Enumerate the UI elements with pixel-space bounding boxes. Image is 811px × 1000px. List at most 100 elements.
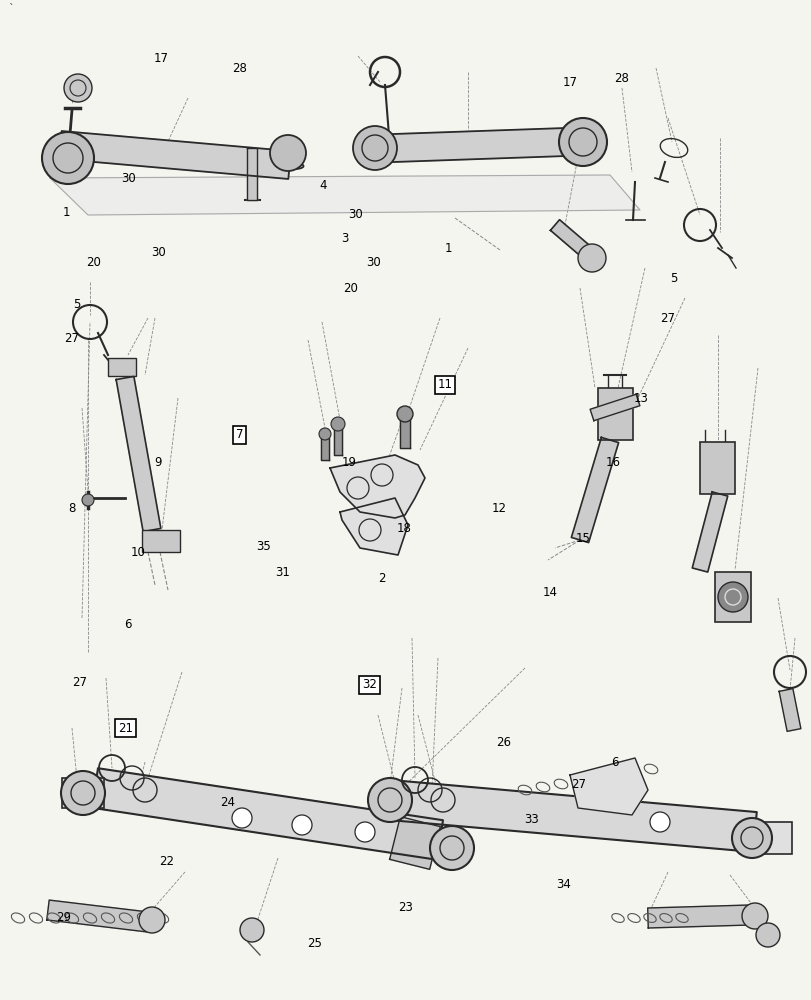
- Circle shape: [232, 808, 251, 828]
- Bar: [62, 778, 104, 808]
- Text: 14: 14: [543, 585, 557, 598]
- Text: 10: 10: [131, 546, 145, 558]
- Text: 27: 27: [659, 312, 674, 324]
- Text: 17: 17: [562, 76, 577, 89]
- Text: 3: 3: [341, 232, 349, 244]
- Text: 28: 28: [232, 62, 247, 75]
- Circle shape: [397, 406, 413, 422]
- Polygon shape: [371, 127, 587, 163]
- Circle shape: [240, 918, 264, 942]
- Text: 30: 30: [348, 209, 363, 222]
- Text: 17: 17: [153, 52, 168, 65]
- Bar: [597, 388, 633, 440]
- Circle shape: [82, 494, 94, 506]
- Circle shape: [741, 903, 767, 929]
- Text: 12: 12: [491, 502, 506, 514]
- Circle shape: [292, 815, 311, 835]
- Text: 28: 28: [613, 72, 628, 85]
- Circle shape: [430, 826, 474, 870]
- Polygon shape: [388, 780, 756, 852]
- Circle shape: [577, 244, 605, 272]
- Polygon shape: [116, 376, 161, 532]
- Text: 27: 27: [72, 676, 87, 688]
- Text: 16: 16: [605, 456, 620, 468]
- Text: 30: 30: [151, 245, 165, 258]
- Polygon shape: [92, 768, 443, 860]
- Ellipse shape: [46, 141, 75, 149]
- Text: 4: 4: [319, 179, 327, 192]
- Ellipse shape: [573, 137, 601, 145]
- Circle shape: [331, 417, 345, 431]
- Text: 32: 32: [362, 678, 376, 692]
- Text: 6: 6: [124, 618, 132, 632]
- Text: 26: 26: [496, 736, 510, 748]
- Polygon shape: [389, 817, 440, 869]
- Text: 22: 22: [159, 855, 174, 868]
- Text: 30: 30: [121, 172, 135, 185]
- Polygon shape: [59, 131, 290, 179]
- Circle shape: [64, 74, 92, 102]
- Text: 1: 1: [444, 241, 452, 254]
- Text: 31: 31: [275, 566, 290, 578]
- Circle shape: [558, 118, 607, 166]
- Polygon shape: [569, 758, 647, 815]
- Text: 27: 27: [64, 332, 79, 344]
- Polygon shape: [400, 418, 410, 448]
- Circle shape: [367, 778, 411, 822]
- Bar: [714, 572, 750, 622]
- Text: 5: 5: [669, 271, 677, 284]
- Polygon shape: [329, 455, 424, 518]
- Bar: [108, 358, 135, 376]
- Circle shape: [353, 126, 397, 170]
- Text: 27: 27: [571, 778, 586, 791]
- Text: 2: 2: [377, 572, 385, 584]
- Polygon shape: [692, 492, 727, 572]
- Ellipse shape: [358, 145, 386, 153]
- Polygon shape: [571, 437, 618, 543]
- Text: 9: 9: [154, 456, 162, 468]
- Bar: [699, 442, 734, 494]
- Ellipse shape: [275, 161, 303, 169]
- Text: 23: 23: [398, 901, 413, 914]
- Text: 29: 29: [56, 911, 71, 924]
- Polygon shape: [590, 394, 639, 421]
- Text: 33: 33: [524, 813, 539, 826]
- Circle shape: [717, 582, 747, 612]
- Text: 11: 11: [437, 378, 452, 391]
- Polygon shape: [247, 148, 257, 200]
- Text: 6: 6: [610, 756, 618, 768]
- Text: 21: 21: [118, 722, 133, 734]
- Polygon shape: [550, 220, 594, 260]
- Text: 19: 19: [341, 456, 356, 468]
- Text: 18: 18: [397, 522, 411, 534]
- Text: `: `: [8, 4, 14, 14]
- Text: 34: 34: [556, 878, 570, 891]
- Circle shape: [319, 428, 331, 440]
- Polygon shape: [333, 428, 341, 455]
- Circle shape: [755, 923, 779, 947]
- Text: 20: 20: [343, 282, 358, 294]
- Bar: [142, 530, 180, 552]
- Text: 1: 1: [62, 206, 71, 219]
- Text: 13: 13: [633, 391, 648, 404]
- Text: 15: 15: [575, 532, 590, 544]
- Bar: [739, 822, 791, 854]
- Text: 24: 24: [220, 796, 234, 809]
- Circle shape: [731, 818, 771, 858]
- Polygon shape: [50, 175, 639, 215]
- Circle shape: [354, 822, 375, 842]
- Polygon shape: [47, 900, 149, 932]
- Circle shape: [61, 771, 105, 815]
- Text: 7: 7: [235, 428, 243, 442]
- Polygon shape: [340, 498, 407, 555]
- Text: 20: 20: [86, 255, 101, 268]
- Text: 30: 30: [366, 255, 380, 268]
- Polygon shape: [779, 689, 800, 731]
- Text: 35: 35: [256, 540, 271, 552]
- Circle shape: [649, 812, 669, 832]
- Text: 5: 5: [73, 298, 81, 312]
- Text: 8: 8: [67, 502, 75, 514]
- Circle shape: [42, 132, 94, 184]
- Circle shape: [139, 907, 165, 933]
- Polygon shape: [320, 438, 328, 460]
